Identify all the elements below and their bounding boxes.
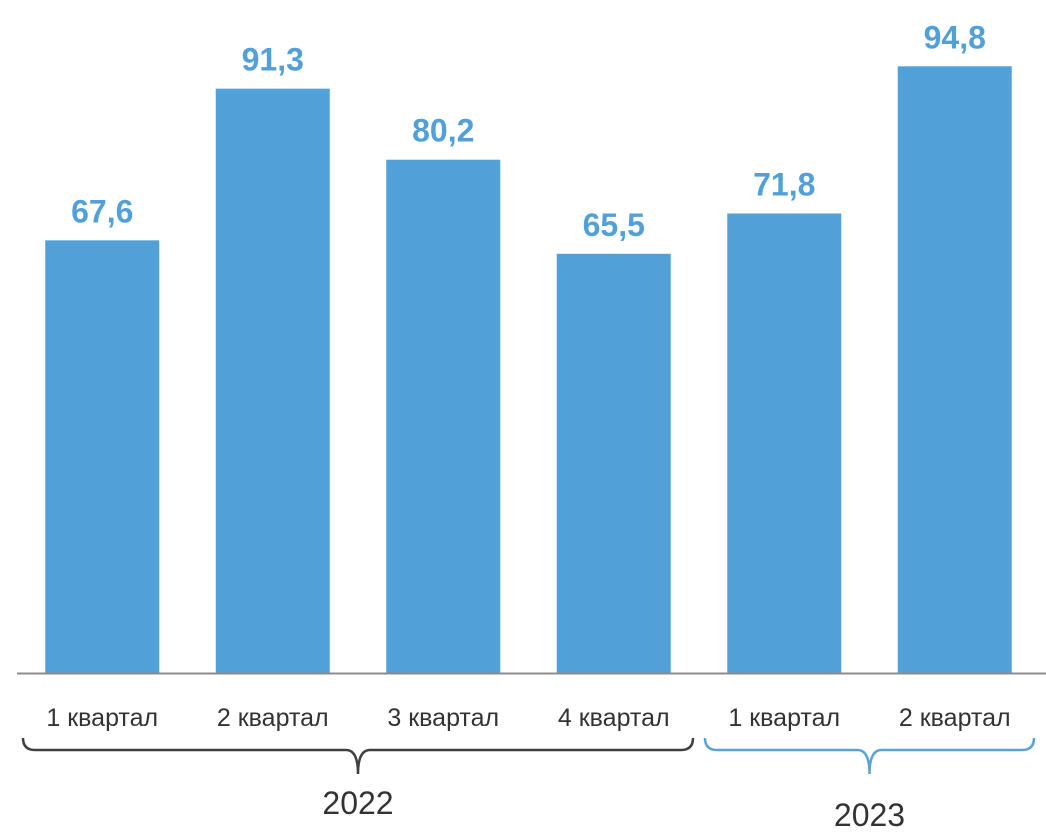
group-label-0: 2022 (322, 785, 393, 821)
value-label-2: 80,2 (412, 113, 474, 149)
value-label-4: 71,8 (753, 166, 815, 202)
x-tick-labels-layer: 1 квартал 2 квартал 3 квартал 4 квартал 1 кв… (46, 704, 1010, 732)
value-label-0: 67,6 (71, 193, 133, 229)
value-label-5: 94,8 (924, 19, 986, 55)
bar-5 (897, 66, 1012, 673)
x-tick-label-2: 3 квартал (387, 704, 499, 732)
bar-4 (727, 213, 842, 674)
x-tick-label-3: 4 квартал (558, 704, 670, 732)
value-label-1: 91,3 (242, 42, 304, 78)
bars-layer (45, 66, 1012, 674)
group-brace-1 (703, 737, 1036, 775)
year-groups-layer: 2022 2023 (21, 737, 1036, 832)
x-tick-label-0: 1 квартал (46, 704, 158, 732)
bar-2 (386, 159, 501, 674)
x-tick-label-4: 1 квартал (728, 704, 840, 732)
bar-0 (45, 240, 160, 674)
group-label-1: 2023 (834, 797, 905, 832)
x-tick-label-5: 2 квартал (899, 704, 1011, 732)
bar-1 (215, 88, 330, 674)
value-label-3: 65,5 (583, 207, 645, 243)
bar-3 (556, 253, 671, 674)
value-labels-layer: 67,6 91,3 80,2 65,5 71,8 94,8 (71, 19, 986, 243)
group-brace-0 (21, 737, 695, 775)
x-tick-label-1: 2 квартал (217, 704, 329, 732)
